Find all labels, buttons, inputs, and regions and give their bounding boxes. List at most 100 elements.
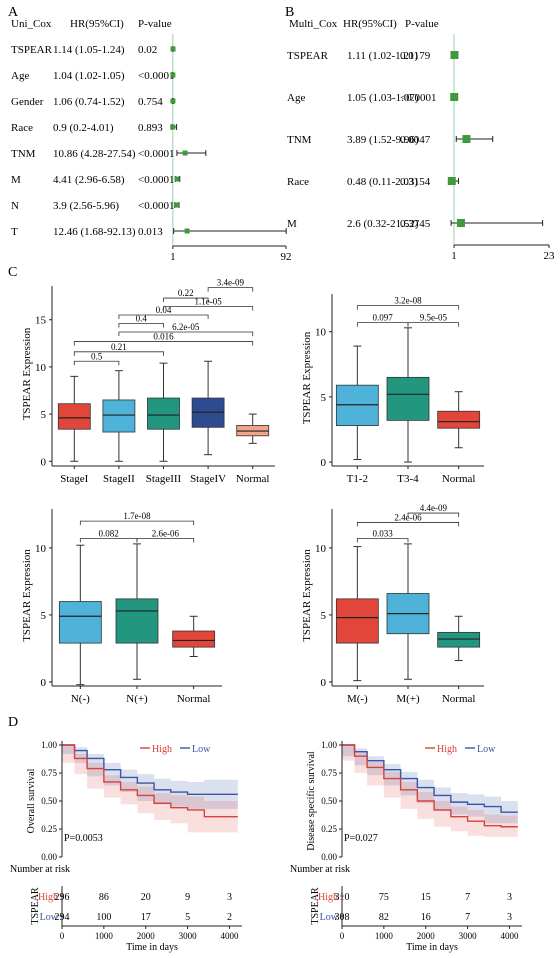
x-axis-label: Time in days (406, 942, 458, 953)
row-p-value: 0.0047 (400, 134, 431, 146)
risk-count: 15 (421, 892, 431, 903)
p-value: P=0.0053 (64, 833, 103, 844)
risk-table-title: Number at risk (290, 864, 350, 875)
panel-letter-c: C (8, 265, 17, 280)
significance-bracket (207, 287, 254, 292)
hr-point (462, 135, 471, 143)
significance-bracket (407, 322, 460, 327)
high-confidence-band (342, 745, 518, 837)
x-tick-label: 23 (544, 250, 556, 262)
x-tick-label: 0 (340, 931, 345, 941)
risk-count: 5 (185, 912, 190, 923)
hr-point (182, 150, 188, 156)
risk-count: 16 (421, 912, 431, 923)
row-p-value: 0.893 (138, 122, 163, 134)
forest-plot-a: TSPEAR 1.14 (1.05-1.24) 0.02 Age 1.04 (1.02-… (11, 34, 292, 263)
high-survival-curve (62, 744, 238, 818)
row-hr-ci: 2.6 (0.32-21.52) (347, 218, 419, 230)
significance-bracket (73, 360, 120, 366)
y-axis-label: TSPEAR Expression (21, 327, 33, 420)
hr-point (450, 51, 459, 59)
bracket-p-value: 6.2e-05 (172, 322, 200, 332)
significance-bracket (118, 323, 164, 328)
hr-point (170, 72, 176, 78)
x-tick-label: 92 (281, 251, 292, 263)
row-label: Gender (11, 96, 44, 108)
bracket-p-value: 0.4 (136, 314, 148, 324)
significance-bracket (79, 538, 138, 543)
box (57, 403, 91, 430)
row-p-value: 0.02 (138, 44, 157, 56)
y-tick-label: 10 (35, 362, 47, 374)
row-p-value: <0.0001 (138, 148, 174, 160)
y-tick-label: 0 (321, 677, 327, 689)
group-label: StageIII (146, 473, 182, 485)
forest-a-headers: Uni_Cox HR(95%CI) P-value (11, 18, 172, 30)
x-tick-label: 0 (60, 931, 65, 941)
risk-table-label: TSPEAR (310, 887, 321, 925)
significance-bracket (356, 522, 460, 527)
x-tick-label: 4000 (500, 931, 519, 941)
row-hr-ci: 1.06 (0.74-1.52) (53, 96, 125, 108)
hr-point (173, 202, 179, 208)
bracket-p-value: 3.2e-08 (394, 296, 422, 306)
forest-b-hr-header: HR(95%CI) (343, 18, 397, 30)
risk-group-label: High (38, 892, 58, 903)
group-label: Normal (236, 473, 270, 485)
group-label: StageII (103, 473, 135, 485)
y-tick-label: 1.00 (321, 740, 337, 750)
group-label: T3-4 (397, 473, 419, 485)
panel-letter-b: B (285, 5, 294, 20)
row-p-value: <0.0001 (138, 200, 174, 212)
hr-point (184, 228, 190, 234)
risk-count: 86 (99, 892, 109, 903)
risk-table-title: Number at risk (10, 864, 70, 875)
y-tick-label: 0 (41, 677, 47, 689)
risk-count: 100 (96, 912, 111, 923)
row-hr-ci: 1.11 (1.02-1.21) (347, 50, 418, 62)
risk-count: 17 (141, 912, 151, 923)
bracket-p-value: 2.4e-06 (394, 512, 422, 522)
forest-a-model-header: Uni_Cox (11, 18, 52, 30)
row-hr-ci: 0.48 (0.11-2.03) (347, 176, 418, 188)
bracket-p-value: 0.016 (153, 331, 174, 341)
bracket-p-value: 0.21 (111, 342, 127, 352)
significance-bracket (356, 305, 460, 310)
row-label: T (11, 226, 18, 238)
row-label: TSPEAR (11, 44, 53, 56)
row-p-value: 0.3745 (400, 218, 431, 230)
x-tick-label: 2000 (137, 931, 156, 941)
y-tick-label: 5 (41, 610, 47, 622)
x-tick-label: 1000 (95, 931, 114, 941)
row-label: Race (11, 122, 33, 134)
x-tick-label: 1000 (375, 931, 394, 941)
y-axis-label: Overall survival (26, 768, 37, 833)
forest-a-hr-header: HR(95%CI) (70, 18, 124, 30)
row-label: N (11, 200, 19, 212)
risk-count: 20 (141, 892, 151, 903)
hr-point (174, 176, 180, 182)
row-label: TSPEAR (287, 50, 329, 62)
legend-high-label: High (437, 744, 457, 755)
y-tick-label: 5 (321, 392, 327, 404)
low-confidence-band (62, 745, 238, 809)
box (58, 601, 102, 644)
x-tick-label: 2000 (417, 931, 436, 941)
group-label: StageIV (190, 473, 226, 485)
box (115, 598, 159, 644)
row-p-value: <0.0001 (138, 70, 174, 82)
row-p-value: <0.0001 (400, 92, 436, 104)
row-label: Age (11, 70, 29, 82)
box (437, 631, 481, 648)
x-tick-label: 3000 (179, 931, 198, 941)
high-survival-curve (342, 744, 518, 828)
forest-b-headers: Multi_Cox HR(95%CI) P-value (289, 18, 439, 30)
y-tick-label: 15 (35, 315, 47, 327)
bracket-p-value: 0.033 (373, 529, 394, 539)
legend-high-label: High (152, 744, 172, 755)
y-tick-label: 0.25 (321, 824, 337, 834)
y-tick-label: 1.00 (41, 740, 57, 750)
